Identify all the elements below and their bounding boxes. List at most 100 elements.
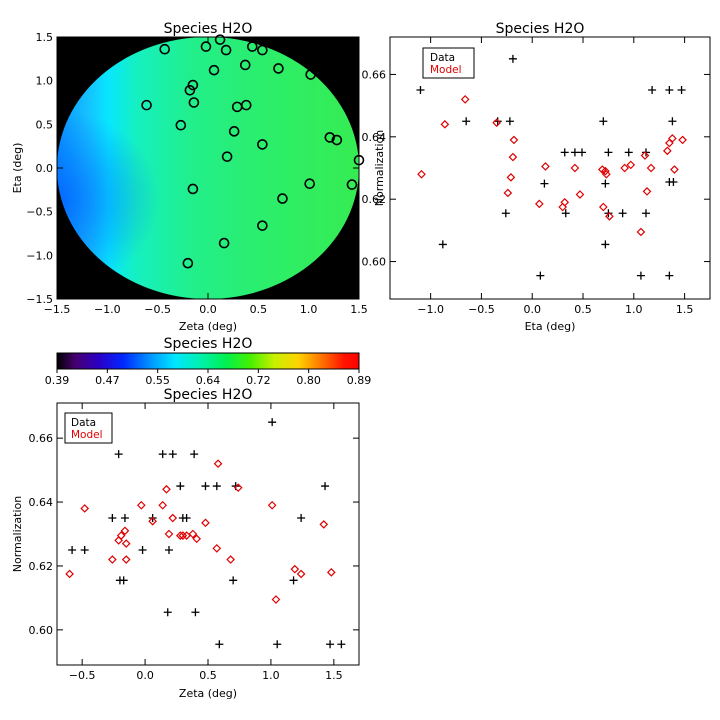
map-x-tick-label: −0.5 [144,303,171,316]
colorbar-tick-label: 0.47 [95,374,120,387]
zeta-data-point [289,576,298,585]
eta-plot-frame [389,36,711,300]
zeta-data-point [201,482,210,491]
zeta-plot-title: Species H2O [164,387,253,403]
zeta-scatter-panel: Species H2O −0.5 0.0 0.5 1.0 1.5 0.60 0.62 0.64… [11,387,360,700]
zeta-x-tick-label: −0.5 [69,669,96,682]
eta-model-point [417,169,426,179]
eta-model-point [560,197,570,207]
map-y-tick-label: 0.0 [36,162,54,175]
eta-model-point [575,190,585,199]
zeta-data-point [191,608,200,617]
map-point-circle [240,99,252,111]
eta-data-point [540,179,549,188]
eta-model-point [503,188,513,198]
eta-plot-legend: Data Model [422,47,475,79]
zeta-data-point [182,514,191,523]
map-point-circle [228,126,240,137]
zeta-legend-box [64,412,113,444]
zeta-model-point [114,536,124,545]
eta-model-point [642,187,652,196]
eta-model-point [670,165,679,174]
eta-model-point [626,160,636,170]
zeta-data-point [215,640,224,649]
eta-data-point [438,240,447,249]
zeta-data-point [337,640,346,649]
map-point-circle [214,34,226,45]
map-x-tick-label: 1.5 [350,303,368,316]
eta-legend-box [422,47,475,79]
zeta-data-point [326,640,335,649]
map-point-circle [324,132,336,143]
map-y-tick-label: 1.0 [36,75,54,88]
map-point-circle [218,237,230,249]
map-title: Species H2O [164,21,253,37]
map-y-tick-label: −0.5 [26,206,53,219]
map-x-tick-label: 1.0 [300,303,318,316]
eta-y-tick-label: 0.60 [362,256,387,269]
eta-plot-marks [416,54,687,280]
zeta-data-point [190,450,199,459]
map-y-tick-label: −1.5 [26,293,53,306]
zeta-model-point [120,526,130,536]
colorbar-title: Species H2O [164,336,253,352]
map-axes: −1.5 −1.0 −0.5 0.0 0.5 1.0 1.5 −1.5 −1.0 −0.5 0.0 0… [26,31,367,316]
zeta-data-point [108,514,117,523]
eta-data-point [416,86,425,95]
map-x-label: Zeta (deg) [179,320,237,333]
eta-x-tick-label: 0.0 [523,303,541,316]
zeta-data-point [321,482,330,491]
eta-data-point [462,117,471,126]
map-point-circle [184,84,196,96]
zeta-legend-model: Model [71,429,103,441]
zeta-data-point [176,482,185,491]
zeta-data-point [114,450,123,459]
zeta-y-tick-label: 0.62 [29,560,54,573]
eta-x-tick-label: 0.5 [574,303,592,316]
eta-model-point [506,173,516,182]
eta-plot-axes: −1.0 −0.5 0.0 0.5 1.0 1.5 0.60 0.62 0.64 0.66 [362,37,710,316]
zeta-x-tick-label: 0.0 [136,669,154,682]
zeta-y-tick-label: 0.60 [29,624,54,637]
map-data-points [141,34,365,269]
zeta-plot-x-label: Zeta (deg) [179,687,237,700]
zeta-x-tick-label: 0.5 [199,669,217,682]
eta-legend-data: Data [430,52,455,64]
eta-model-point [646,163,656,173]
map-point-circle [305,69,316,80]
zeta-model-point [121,539,131,548]
map-y-label: Eta (deg) [11,143,24,194]
zeta-data-point [297,514,306,523]
map-point-circle [200,41,212,52]
zeta-model-point [213,459,223,469]
zeta-data-point [164,545,173,554]
eta-x-tick-label: −1.0 [417,303,444,316]
eta-model-point [640,151,650,160]
zeta-data-point [268,418,277,427]
eta-data-point [601,179,610,188]
zeta-model-point [326,567,336,577]
map-point-circle [257,220,268,231]
zeta-model-point [233,483,243,493]
zeta-model-point [212,544,222,553]
eta-model-point [598,202,608,212]
eta-model-point [662,146,672,156]
colorbar-tick-label: 0.80 [296,374,321,387]
map-point-circle [277,193,288,204]
eta-plot-title: Species H2O [496,21,585,37]
eta-data-point [677,86,686,95]
map-y-tick-label: 1.5 [36,31,54,44]
eta-data-point [642,209,650,218]
map-y-tick-label: −1.0 [26,249,53,262]
colorbar-tick-label: 0.55 [145,374,170,387]
map-field [57,37,359,299]
map-point-circle [221,151,233,162]
eta-model-point [440,119,450,129]
eta-data-point [618,209,627,218]
eta-x-tick-label: 1.0 [625,303,643,316]
eta-model-point [668,134,677,143]
zeta-data-point [120,514,129,523]
map-point-circle [331,134,343,146]
zeta-data-point [68,545,77,554]
colorbar-gradient [56,352,360,370]
